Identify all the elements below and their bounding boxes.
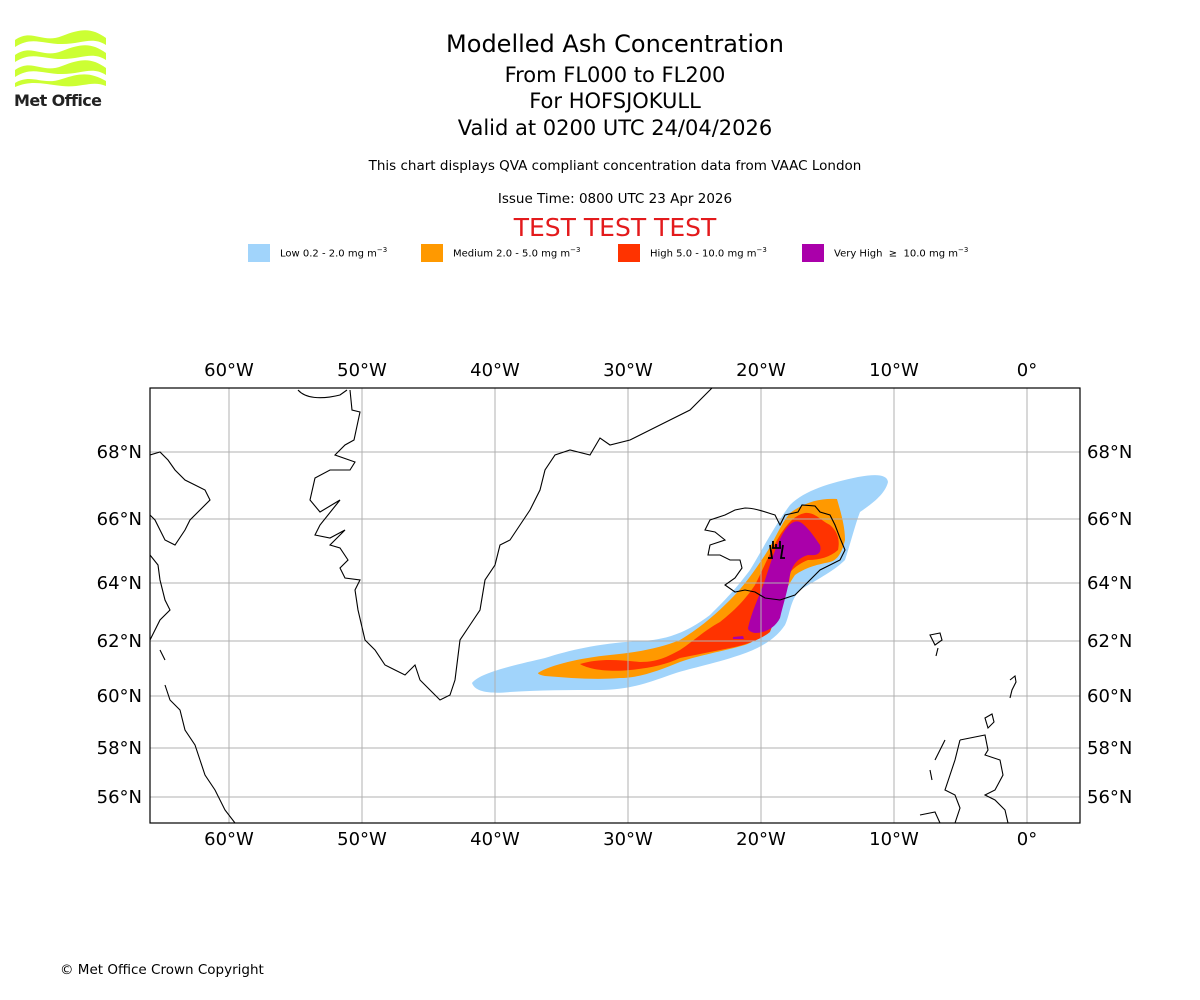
- flight-level-range: From FL000 to FL200: [504, 63, 726, 87]
- legend-item-very-high: Very High ≥ 10.0 mg m−3: [802, 244, 968, 262]
- coastline-baffin: [150, 451, 236, 823]
- logo-text: Met Office: [14, 91, 102, 110]
- volcano-name: For HOFSJOKULL: [529, 89, 701, 113]
- legend-swatch-medium: [421, 244, 443, 262]
- legend-label-low: Low 0.2 - 2.0 mg m: [280, 248, 377, 260]
- test-banner: TEST TEST TEST: [513, 213, 717, 242]
- lon-tick-label-top: 0°: [1017, 360, 1037, 381]
- ash-high: [580, 512, 839, 671]
- coastlines: [150, 388, 1017, 823]
- met-office-logo: [15, 30, 106, 87]
- ash-very-high-spot: [733, 636, 744, 639]
- lon-tick-label-bottom: 60°W: [204, 829, 254, 850]
- lat-tick-label-right: 56°N: [1087, 787, 1132, 808]
- lat-tick-label-left: 60°N: [97, 686, 142, 707]
- lat-tick-label-left: 64°N: [97, 573, 142, 594]
- volcano-icon: [768, 541, 785, 559]
- legend-label-very-high: Very High ≥ 10.0 mg m: [834, 248, 958, 260]
- coastline-faroes: [929, 632, 943, 657]
- lat-tick-label-left: 68°N: [97, 442, 142, 463]
- coastline-iceland: [704, 504, 846, 601]
- legend-swatch-low: [248, 244, 270, 262]
- lon-tick-label-top: 40°W: [470, 360, 520, 381]
- lat-tick-label-right: 58°N: [1087, 738, 1132, 759]
- lon-tick-label-bottom: 0°: [1017, 829, 1037, 850]
- lat-tick-label-right: 60°N: [1087, 686, 1132, 707]
- coastline-greenland-east: [297, 388, 713, 701]
- logo-wave-4: [15, 74, 106, 87]
- graticule: [150, 388, 1080, 823]
- lon-tick-label-bottom: 50°W: [337, 829, 387, 850]
- valid-time: Valid at 0200 UTC 24/04/2026: [457, 116, 773, 140]
- lon-tick-label-top: 20°W: [736, 360, 786, 381]
- lon-tick-label-top: 10°W: [869, 360, 919, 381]
- lat-tick-label-left: 62°N: [97, 631, 142, 652]
- lat-tick-label-right: 66°N: [1087, 509, 1132, 530]
- lat-tick-label-left: 66°N: [97, 509, 142, 530]
- lon-tick-label-top: 60°W: [204, 360, 254, 381]
- chart-subtitle: This chart displays QVA compliant concen…: [368, 158, 862, 174]
- lat-tick-label-right: 68°N: [1087, 442, 1132, 463]
- lat-tick-label-left: 56°N: [97, 787, 142, 808]
- ash-plume: [472, 475, 888, 693]
- lat-tick-label-right: 62°N: [1087, 631, 1132, 652]
- lon-tick-label-bottom: 20°W: [736, 829, 786, 850]
- lat-tick-label-left: 58°N: [97, 738, 142, 759]
- legend-swatch-very-high: [802, 244, 824, 262]
- legend-label-high: High 5.0 - 10.0 mg m: [650, 248, 757, 260]
- legend-item-medium: Medium 2.0 - 5.0 mg m−3: [421, 244, 580, 262]
- coastline-orkney: [984, 713, 995, 730]
- coastline-scotland: [919, 734, 1009, 823]
- issue-time: Issue Time: 0800 UTC 23 Apr 2026: [497, 191, 733, 207]
- chart-title: Modelled Ash Concentration: [446, 30, 784, 58]
- logo-wave-1: [15, 30, 106, 47]
- map-frame: [149, 387, 1081, 824]
- lon-tick-label-bottom: 10°W: [869, 829, 919, 850]
- logo-wave-3: [15, 60, 106, 77]
- legend-item-high: High 5.0 - 10.0 mg m−3: [618, 244, 767, 262]
- lon-tick-label-bottom: 40°W: [470, 829, 520, 850]
- copyright: © Met Office Crown Copyright: [60, 962, 264, 978]
- logo-wave-2: [15, 45, 106, 62]
- lon-tick-label-top: 30°W: [603, 360, 653, 381]
- lat-tick-label-right: 64°N: [1087, 573, 1132, 594]
- legend-label-medium: Medium 2.0 - 5.0 mg m: [453, 248, 571, 260]
- legend-item-low: Low 0.2 - 2.0 mg m−3: [248, 244, 387, 262]
- coastline-shetland: [1009, 674, 1017, 699]
- lon-tick-label-top: 50°W: [337, 360, 387, 381]
- axis-labels: 60°W 60°W 50°W 50°W 40°W 40°W 30°W 30°W 20°W 20°W…: [97, 360, 1133, 850]
- lon-tick-label-bottom: 30°W: [603, 829, 653, 850]
- legend-swatch-high: [618, 244, 640, 262]
- ash-very-high: [748, 521, 821, 633]
